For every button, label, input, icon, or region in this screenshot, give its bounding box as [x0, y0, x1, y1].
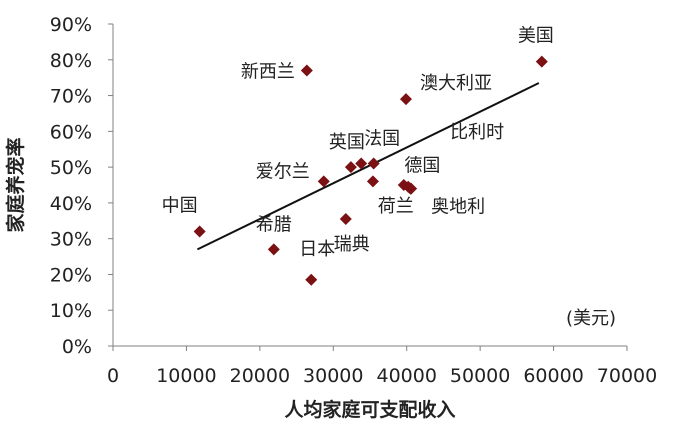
- y-tick-label: 30%: [50, 229, 92, 251]
- data-point: [355, 157, 368, 170]
- x-tick-group: 0 10000 20000 30000 40000 50000 60000 70000: [107, 346, 657, 387]
- x-tick-label: 60000: [523, 365, 583, 387]
- x-tick-label: 40000: [376, 365, 436, 387]
- point-label: 澳大利亚: [420, 73, 492, 94]
- point-label: 法国: [364, 129, 400, 150]
- point-label: 荷兰: [378, 196, 414, 217]
- point-label: 英国: [329, 132, 365, 153]
- y-tick-group: 0% 10% 20% 30% 40% 50% 60% 70% 80% 90%: [50, 14, 113, 358]
- y-tick-label: 70%: [50, 86, 92, 108]
- point-label: 奥地利: [431, 197, 485, 218]
- data-point: [402, 180, 415, 193]
- y-tick-label: 60%: [50, 121, 92, 143]
- data-point: [366, 175, 379, 188]
- data-point-group: [193, 55, 548, 286]
- y-tick-label: 90%: [50, 14, 92, 36]
- data-point: [535, 55, 548, 68]
- data-point: [339, 212, 352, 225]
- x-axis-title: 人均家庭可支配收入: [284, 398, 455, 421]
- y-axis-title: 家庭养宠率: [4, 137, 27, 232]
- data-point: [344, 161, 357, 174]
- data-point: [317, 175, 330, 188]
- y-tick-label: 80%: [50, 50, 92, 72]
- y-tick-label: 0%: [62, 336, 92, 358]
- point-label: 德国: [404, 156, 440, 177]
- x-tick-label: 30000: [303, 365, 363, 387]
- unit-note: (美元): [566, 308, 616, 329]
- trendline: [197, 82, 540, 251]
- x-tick-label: 0: [107, 365, 119, 387]
- x-tick-label: 70000: [597, 365, 657, 387]
- y-tick-label: 20%: [50, 264, 92, 286]
- point-label: 中国: [162, 196, 198, 217]
- y-tick-label: 10%: [50, 300, 92, 322]
- point-label: 瑞典: [334, 234, 370, 255]
- x-tick-label: 10000: [156, 365, 216, 387]
- x-tick-label: 50000: [450, 365, 510, 387]
- y-tick-label: 40%: [50, 193, 92, 215]
- data-point: [300, 64, 313, 77]
- data-point: [367, 157, 380, 170]
- trendline-group: [197, 82, 540, 251]
- data-point: [193, 225, 206, 238]
- point-label: 美国: [518, 26, 554, 47]
- y-tick-label: 50%: [50, 157, 92, 179]
- point-label: 爱尔兰: [256, 161, 310, 182]
- x-tick-label: 20000: [230, 365, 290, 387]
- data-point: [305, 273, 318, 286]
- point-label: 希腊: [256, 214, 292, 235]
- data-point: [399, 93, 412, 106]
- point-label: 日本: [299, 239, 335, 260]
- point-label: 比利时: [450, 122, 504, 143]
- point-label: 新西兰: [241, 62, 295, 83]
- data-point: [267, 243, 280, 256]
